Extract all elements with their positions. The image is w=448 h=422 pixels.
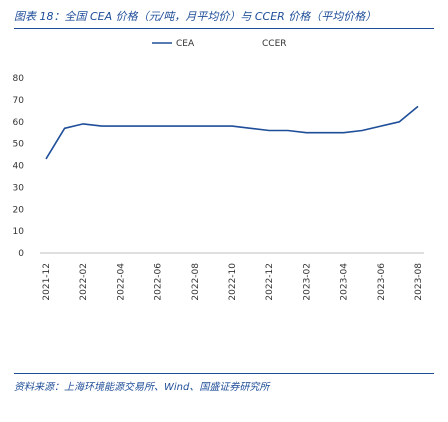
y-axis: 0 10 20 30 40 50 60 70 80 <box>13 74 25 259</box>
y-tick-label: 0 <box>18 249 24 259</box>
y-tick-label: 10 <box>13 227 25 237</box>
x-tick-label: 2022-06 <box>154 263 164 301</box>
legend-label-ccer: CCER <box>262 39 287 49</box>
x-tick-label: 2023-08 <box>414 263 424 301</box>
title-rule <box>14 28 434 29</box>
chart-title: 图表 18：全国 CEA 价格（元/吨，月平均价）与 CCER 价格（平均价格） <box>14 10 377 23</box>
x-tick-label: 2022-04 <box>116 263 126 301</box>
chart-source: 资料来源：上海环境能源交易所、Wind、国盛证券研究所 <box>14 382 270 393</box>
y-tick-label: 60 <box>13 118 25 128</box>
x-tick-label: 2022-12 <box>265 263 275 301</box>
y-tick-label: 50 <box>13 140 25 150</box>
source-rule <box>14 373 434 374</box>
legend-label-cea: CEA <box>176 39 195 49</box>
x-tick-label: 2022-02 <box>79 263 89 301</box>
y-tick-label: 30 <box>13 183 25 193</box>
x-tick-label: 2022-10 <box>228 263 238 301</box>
series-line-cea <box>45 105 419 160</box>
y-tick-label: 70 <box>13 96 25 106</box>
y-tick-label: 40 <box>13 162 25 172</box>
x-tick-label: 2023-06 <box>377 263 387 301</box>
x-axis: 2021-12 2022-02 2022-04 2022-06 2022-08 2022-… <box>40 252 424 301</box>
legend: CEA CCER <box>152 39 287 49</box>
x-tick-label: 2023-04 <box>340 263 350 301</box>
x-tick-label: 2023-02 <box>302 263 312 301</box>
y-tick-label: 80 <box>13 74 25 84</box>
y-tick-label: 20 <box>13 205 25 215</box>
x-tick-label: 2022-08 <box>191 263 201 301</box>
series-layer <box>45 105 419 160</box>
x-tick-label: 2021-12 <box>42 263 52 301</box>
